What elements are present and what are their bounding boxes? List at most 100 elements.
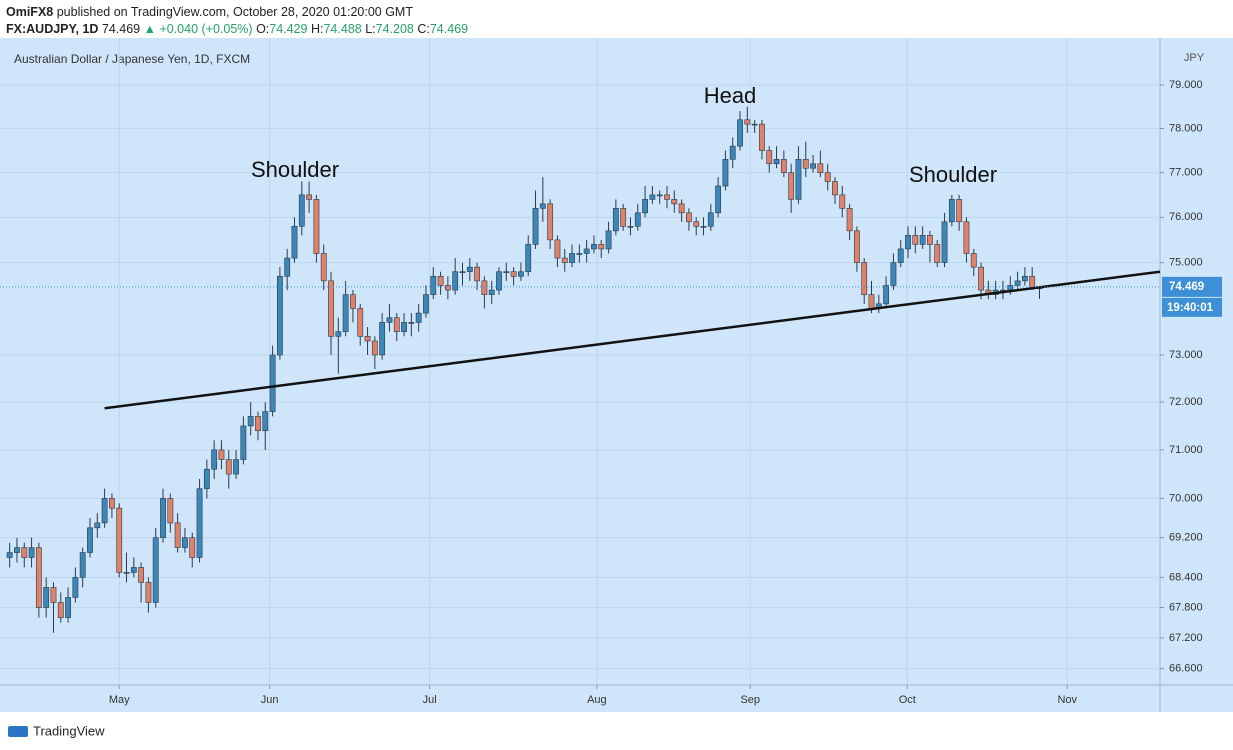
candle-body (269, 354, 276, 412)
candle-body (28, 547, 35, 558)
candle-body (474, 266, 480, 282)
ohlc-value: 74.488 (323, 22, 362, 36)
candle-body (79, 552, 86, 578)
candle-body (627, 226, 634, 228)
countdown: 19:40:01 (1167, 302, 1214, 314)
candle-body (978, 266, 984, 291)
candle-body (247, 416, 254, 427)
candle-body (298, 194, 305, 227)
candle-body (634, 212, 641, 227)
candle-body (547, 203, 554, 241)
candle-body (824, 172, 831, 182)
candle-body (174, 522, 181, 548)
ohlc-label: L: (365, 22, 376, 36)
candle-body (795, 159, 802, 200)
candle-body (328, 280, 334, 337)
candle-body (503, 271, 510, 274)
y-tick-label: 67.200 (1169, 632, 1203, 644)
candle-body (539, 203, 546, 209)
candle-body (722, 159, 729, 187)
candle-body (481, 280, 488, 295)
last-price-box (1162, 276, 1222, 297)
header: OmiFX8 published on TradingView.com, Oct… (6, 4, 468, 38)
candle-body (956, 199, 963, 223)
candle-body (342, 294, 349, 332)
candle-body (839, 194, 846, 209)
change: ▲ +0.040 (+0.05%) (143, 22, 253, 36)
candle-body (649, 194, 656, 200)
candle-body (883, 285, 890, 305)
candle-body (21, 547, 28, 558)
candle-body (620, 208, 627, 227)
candle-body (693, 221, 700, 227)
candle-body (459, 271, 466, 274)
candle-body (751, 123, 758, 126)
chart-title: Australian Dollar / Japanese Yen, 1D, FX… (14, 52, 250, 66)
candle-body (72, 577, 79, 598)
candle-body (423, 294, 429, 314)
trendline (104, 270, 1161, 410)
candle-body (415, 312, 422, 323)
candle-body (43, 587, 50, 608)
countdown-box (1162, 297, 1222, 317)
candle-body (393, 317, 400, 332)
candle-body (255, 416, 261, 432)
last: 74.469 (101, 22, 141, 36)
publisher: OmiFX8 (6, 5, 54, 19)
candle-body (846, 208, 853, 232)
candle-body (152, 537, 159, 603)
candle-body (211, 449, 218, 470)
candle-body (664, 194, 670, 200)
candle-body (306, 194, 313, 200)
brand-logo (8, 726, 28, 737)
candle-body (678, 203, 685, 214)
annotation: Shoulder (909, 162, 997, 187)
last-price-label: 74.469 (1169, 281, 1204, 293)
candle-body (488, 289, 495, 295)
candle-body (532, 208, 539, 245)
candle-body (276, 275, 283, 356)
candle-body (357, 308, 364, 337)
candle-body (57, 602, 64, 618)
candle-body (101, 498, 108, 524)
candle-body (927, 235, 933, 245)
x-tick-label: May (109, 694, 130, 706)
candle-body (437, 275, 444, 286)
ohlc-value: 74.429 (269, 22, 308, 36)
candle-body (240, 425, 247, 460)
candle-body (510, 271, 517, 277)
candle-body (554, 239, 561, 259)
candle-body (233, 459, 239, 475)
y-tick-label: 72.000 (1169, 396, 1203, 408)
y-tick-label: 71.000 (1169, 444, 1203, 456)
candle-body (569, 253, 575, 263)
candle-body (759, 123, 765, 151)
y-tick-label: 70.000 (1169, 492, 1203, 504)
candle-body (1014, 280, 1021, 286)
candle-body (350, 294, 356, 309)
candle-body (408, 322, 415, 324)
candle-body (912, 235, 919, 245)
candle-body (386, 317, 393, 323)
candle-body (561, 257, 568, 263)
candle-body (642, 199, 648, 214)
candle-body (671, 199, 678, 205)
published: published on TradingView.com, October 28… (56, 5, 413, 19)
y-tick-label: 69.200 (1169, 532, 1203, 544)
candle-body (941, 221, 948, 263)
footer-background (0, 712, 1233, 750)
candle-body (707, 212, 714, 227)
candle-body (182, 537, 188, 548)
candle-body (466, 266, 473, 273)
candle-body (14, 547, 20, 553)
candle-body (145, 582, 152, 603)
candle-body (138, 567, 145, 583)
candle-body (656, 194, 663, 197)
candle-body (225, 459, 232, 475)
x-tick-label: Aug (587, 694, 607, 706)
candle-body (686, 212, 692, 223)
candle-body (780, 159, 787, 173)
ohlc: O:74.429 H:74.488 L:74.208 C:74.469 (256, 22, 468, 36)
candle-body (598, 244, 605, 250)
